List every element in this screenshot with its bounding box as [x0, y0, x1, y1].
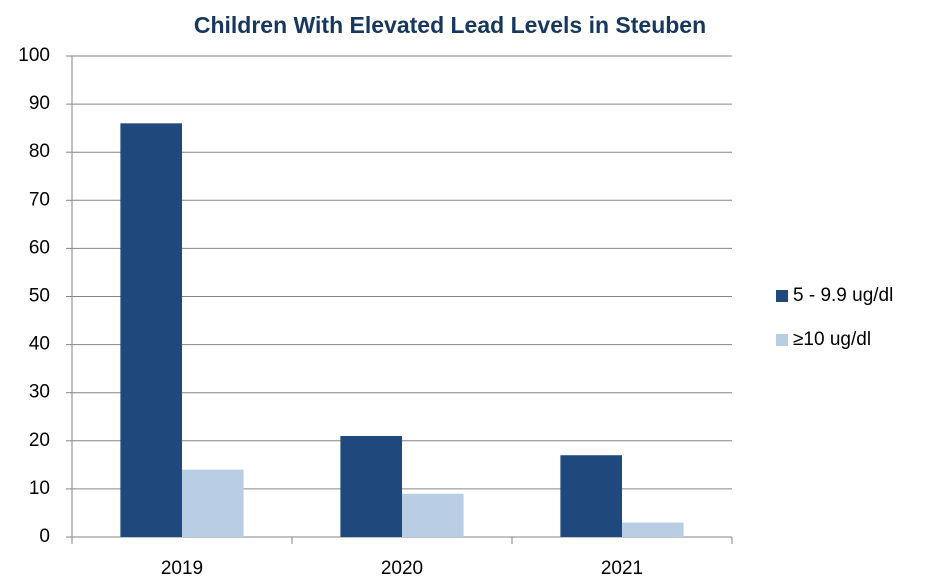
y-tick-label: 30 — [29, 382, 50, 403]
legend-label: ≥10 ug/dl — [793, 329, 871, 350]
bar — [560, 455, 622, 537]
y-tick-label: 70 — [29, 189, 50, 210]
y-tick-label: 0 — [39, 526, 50, 547]
bar — [402, 493, 464, 537]
chart-title: Children With Elevated Lead Levels in St… — [194, 12, 706, 38]
x-tick-label: 2020 — [381, 558, 423, 579]
y-tick-label: 20 — [29, 430, 50, 451]
x-tick-label: 2019 — [161, 558, 203, 579]
y-tick-label: 10 — [29, 478, 50, 499]
y-tick-label: 60 — [29, 237, 50, 258]
bar — [340, 435, 402, 537]
legend-label: 5 - 9.9 ug/dl — [793, 285, 893, 306]
bar — [182, 469, 244, 537]
y-tick-label: 40 — [29, 334, 50, 355]
bar — [120, 123, 182, 537]
bar — [622, 522, 684, 537]
y-tick-label: 80 — [29, 141, 50, 162]
y-tick-label: 90 — [29, 93, 50, 114]
legend-swatch — [776, 290, 788, 302]
x-tick-label: 2021 — [601, 558, 643, 579]
legend-swatch — [776, 334, 788, 346]
y-tick-label: 100 — [18, 45, 50, 66]
y-tick-label: 50 — [29, 286, 50, 307]
